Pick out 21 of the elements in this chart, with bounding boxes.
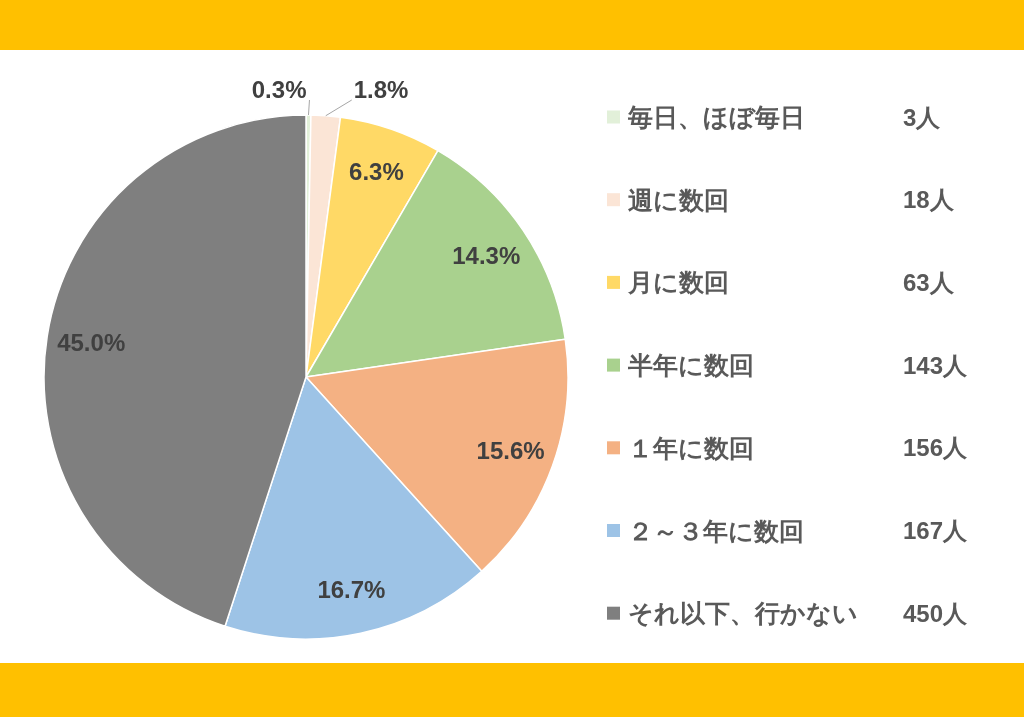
data-label: 14.3% [452,241,521,269]
annotation: 167人 [903,517,968,544]
data-label: 1.8% [353,75,409,103]
annotation: 63人 [903,268,954,296]
legend-label: 月に数回 [627,268,729,297]
legend-label: １年に数回 [628,433,754,462]
annotation: 143人 [903,351,968,379]
data-label: 15.6% [476,437,545,465]
data-label: 6.3% [349,157,404,185]
data-label: 0.3% [251,75,307,103]
data-label: 16.7% [317,576,386,604]
annotation: 3人 [903,103,941,131]
legend-label: それ以下、行かない [628,599,858,628]
legend-label: 週に数回 [628,185,729,214]
data-label: 45.0% [57,329,126,357]
annotation: 18人 [903,186,954,214]
legend-label: 半年に数回 [627,351,754,380]
annotation: 156人 [903,434,968,462]
legend-label: ２～３年に数回 [628,516,804,545]
annotation: 450人 [903,599,968,627]
legend-label: 毎日、ほぼ毎日 [627,103,805,131]
